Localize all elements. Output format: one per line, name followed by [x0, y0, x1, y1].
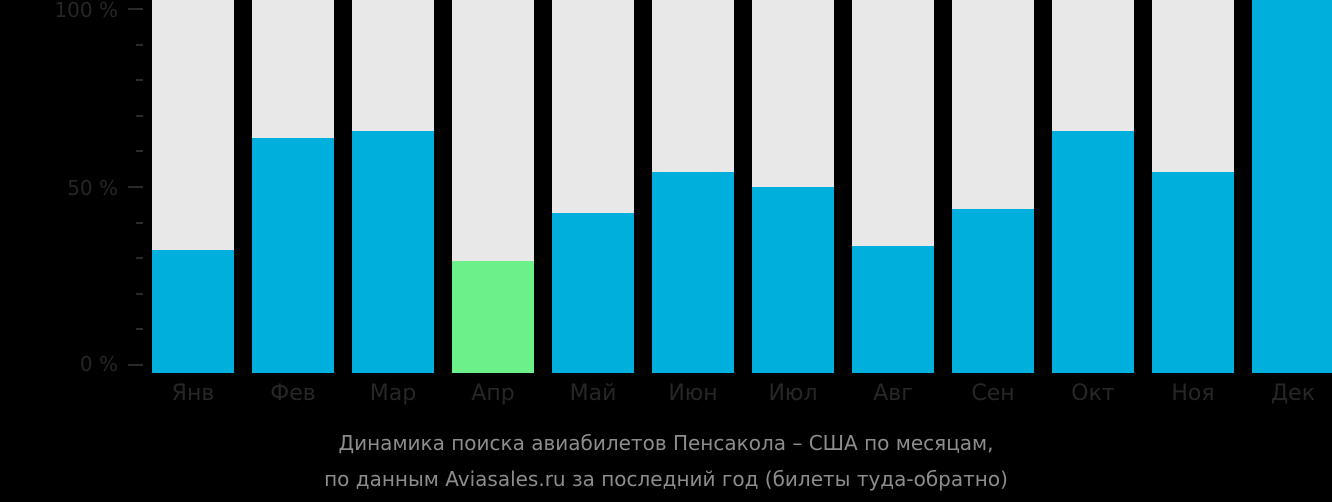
bar-8	[852, 0, 934, 373]
y-minor-tick	[136, 114, 143, 117]
x-tick-label: Апр	[471, 381, 515, 406]
bar-value-fill	[752, 186, 834, 373]
x-tick-label: Сен	[971, 381, 1015, 406]
bar-value-fill	[1152, 171, 1234, 373]
x-tick-label: Июн	[668, 381, 718, 406]
bar-7	[752, 0, 834, 373]
bar-11	[1152, 0, 1234, 373]
x-tick-label: Авг	[873, 381, 913, 406]
y-major-tick	[128, 8, 143, 10]
y-minor-tick	[136, 257, 143, 260]
chart-plot-area: 100 % 50 % 0 %	[54, 0, 1332, 376]
bar-value-fill	[452, 261, 534, 373]
chart-subtitle: по данным Aviasales.ru за последний год …	[324, 467, 1008, 491]
y-minor-tick	[136, 79, 143, 82]
bar-value-fill	[1252, 0, 1332, 373]
bar-3	[352, 0, 434, 373]
chart-title: Динамика поиска авиабилетов Пенсакола – …	[338, 431, 994, 455]
bar-12	[1252, 0, 1332, 373]
bar-value-fill	[852, 246, 934, 373]
y-minor-tick	[136, 328, 143, 331]
y-major-tick	[128, 364, 143, 366]
x-tick-label: Ноя	[1171, 381, 1215, 406]
bar-1	[152, 0, 234, 373]
bar-value-fill	[652, 171, 734, 373]
bar-4	[452, 0, 534, 373]
bar-5	[552, 0, 634, 373]
y-tick-label-50: 50 %	[67, 176, 118, 200]
x-tick-label: Июл	[768, 381, 818, 406]
x-tick-label: Май	[569, 381, 617, 406]
bar-value-fill	[252, 138, 334, 373]
bar-value-fill	[1052, 130, 1134, 373]
y-minor-tick	[136, 292, 143, 295]
y-tick-label-100: 100 %	[54, 0, 118, 22]
bar-6	[652, 0, 734, 373]
x-tick-label: Дек	[1270, 381, 1315, 406]
y-minor-tick	[136, 221, 143, 224]
bar-value-fill	[352, 130, 434, 373]
bar-value-fill	[152, 249, 234, 373]
y-tick-label-0: 0 %	[79, 352, 118, 376]
bar-value-fill	[552, 212, 634, 373]
bar-value-fill	[952, 208, 1034, 373]
bar-9	[952, 0, 1034, 373]
bar-2	[252, 0, 334, 373]
y-major-tick	[128, 186, 143, 188]
x-tick-label: Фев	[270, 381, 316, 406]
x-tick-label: Янв	[171, 381, 215, 406]
y-minor-tick	[136, 150, 143, 153]
x-tick-label: Мар	[369, 381, 417, 406]
bar-10	[1052, 0, 1134, 373]
x-tick-label: Окт	[1071, 381, 1115, 406]
y-minor-tick	[136, 43, 143, 46]
